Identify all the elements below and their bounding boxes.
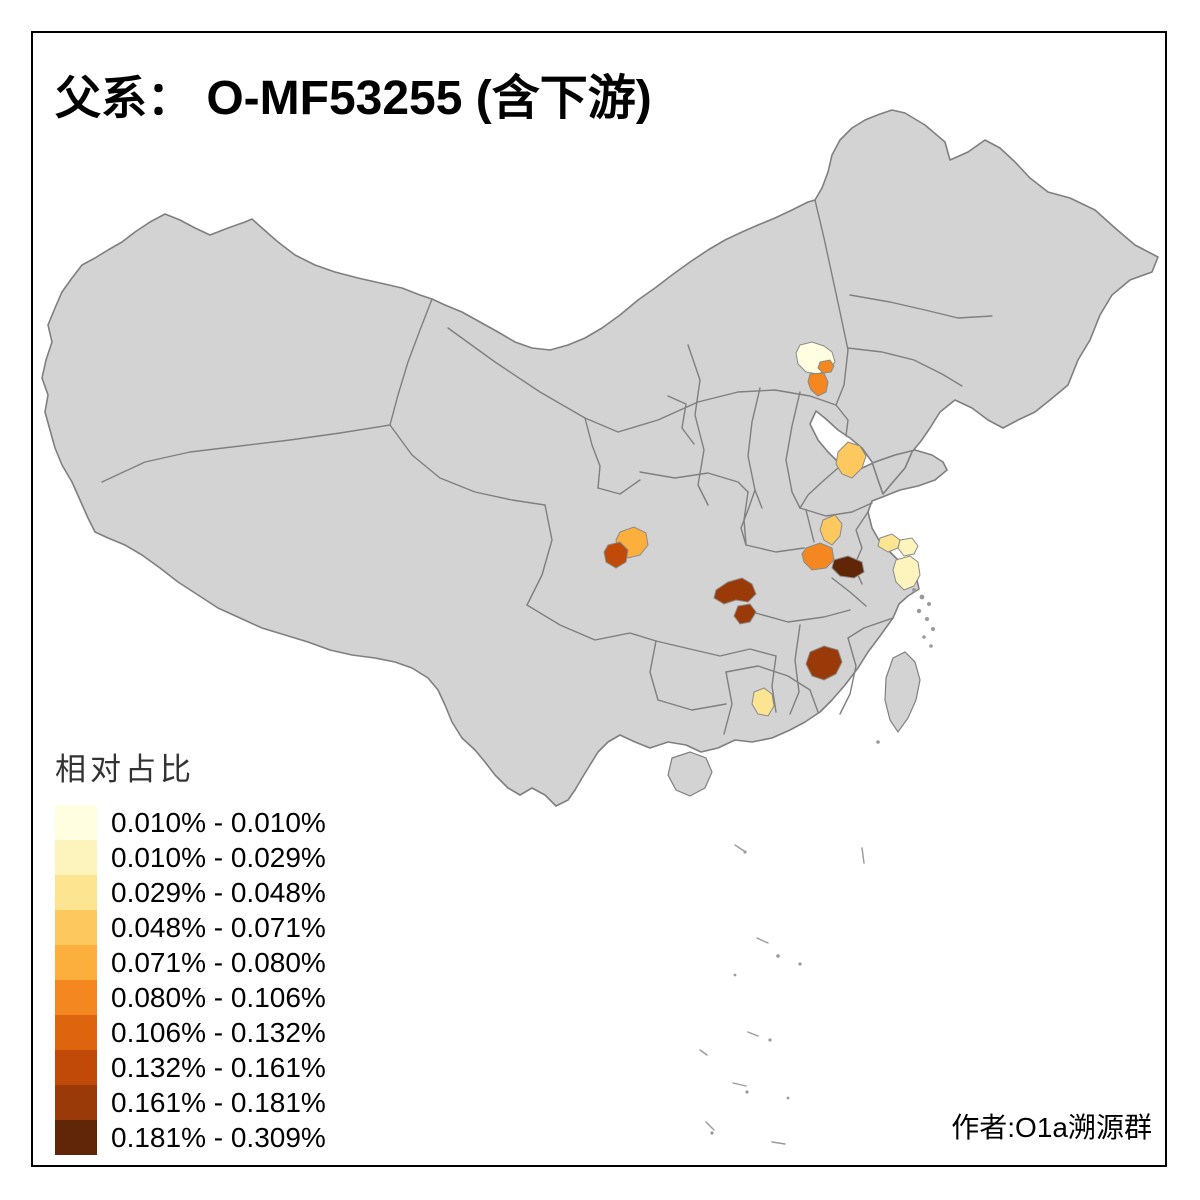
map-title: 父系： O-MF53255 (含下游) (55, 58, 652, 128)
legend-swatch (55, 1050, 97, 1085)
legend-label: 0.080% - 0.106% (111, 982, 326, 1013)
highlight-hubei-wuhan (801, 542, 835, 571)
highlight-hubei-east (831, 555, 865, 579)
attribution-text: 作者:O1a溯源群 (951, 1112, 1152, 1143)
legend-label: 0.010% - 0.010% (111, 807, 326, 838)
legend-swatch (55, 945, 97, 980)
map-title-haplogroup: O-MF53255 (含下游) (193, 72, 652, 125)
legend-label: 0.071% - 0.080% (111, 947, 326, 978)
legend-row: 0.132% - 0.161% (55, 1050, 326, 1085)
legend-label: 0.181% - 0.309% (111, 1122, 326, 1153)
map-title-prefix: 父系： (55, 73, 193, 124)
legend-title: 相对占比 (55, 752, 195, 787)
legend-row: 0.080% - 0.106% (55, 980, 326, 1015)
mainland-china-shape (41, 109, 1159, 807)
legend-swatch (55, 805, 97, 840)
highlight-hebei-langfang-area (807, 372, 829, 397)
legend-label: 0.029% - 0.048% (111, 877, 326, 908)
highlight-chongqing-south (733, 603, 757, 625)
taiwan-island (884, 651, 921, 734)
legend-label: 0.106% - 0.132% (111, 1017, 326, 1048)
plot-frame (31, 31, 1167, 1167)
highlight-shandong-central (835, 441, 867, 479)
legend-rows: 0.010% - 0.010% 0.010% - 0.029% 0.029% - 0… (55, 805, 326, 1155)
hainan-island (667, 751, 713, 797)
legend-swatch (55, 910, 97, 945)
province-borders (101, 199, 993, 735)
legend-row: 0.010% - 0.029% (55, 840, 326, 875)
legend-label: 0.010% - 0.029% (111, 842, 326, 873)
south-sea-marks (699, 844, 865, 1145)
highlight-fujian-west (805, 645, 843, 681)
legend-swatch (55, 840, 97, 875)
highlighted-regions (603, 341, 921, 717)
legend-swatch (55, 1015, 97, 1050)
legend-row: 0.071% - 0.080% (55, 945, 326, 980)
legend-row: 0.106% - 0.132% (55, 1015, 326, 1050)
legend-row: 0.161% - 0.181% (55, 1085, 326, 1120)
highlight-henan-south (819, 514, 843, 546)
legend-label: 0.132% - 0.161% (111, 1052, 326, 1083)
highlight-jiangsu-coastal (897, 537, 919, 557)
legend: 相对占比 0.010% - 0.010% 0.010% - 0.029% 0.029… (55, 744, 326, 1155)
highlight-guangdong-northeast (751, 687, 775, 717)
highlight-sichuan-southwest (603, 541, 629, 569)
legend-label: 0.161% - 0.181% (111, 1087, 326, 1118)
legend-swatch (55, 980, 97, 1015)
legend-swatch (55, 1120, 97, 1155)
highlight-zhejiang-north (892, 555, 921, 591)
legend-swatch (55, 875, 97, 910)
highlight-beijing-urban-pocket (817, 359, 835, 374)
legend-label: 0.048% - 0.071% (111, 912, 326, 943)
highlight-chongqing-main (713, 577, 757, 605)
legend-row: 0.010% - 0.010% (55, 805, 326, 840)
legend-swatch (55, 1085, 97, 1120)
legend-row: 0.029% - 0.048% (55, 875, 326, 910)
legend-row: 0.181% - 0.309% (55, 1120, 326, 1155)
islands (667, 588, 935, 797)
legend-row: 0.048% - 0.071% (55, 910, 326, 945)
